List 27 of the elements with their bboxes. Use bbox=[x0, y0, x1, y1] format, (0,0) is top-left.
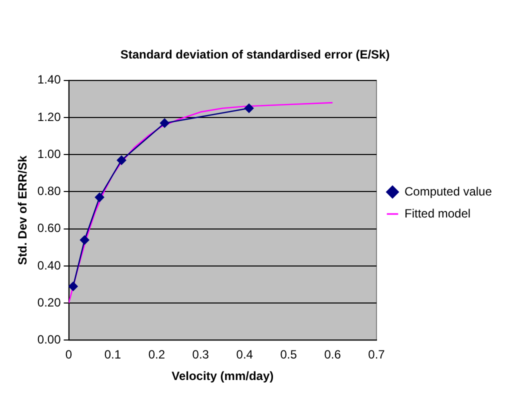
x-tick-label: 0.7 bbox=[368, 348, 386, 362]
y-tick-label: 0.00 bbox=[37, 332, 62, 347]
x-tick-label: 0.3 bbox=[192, 348, 210, 362]
point bbox=[68, 282, 78, 292]
y-tick-label: 0.80 bbox=[37, 184, 62, 198]
y-tick-label: 0.20 bbox=[37, 295, 62, 310]
y-axis-title: Std. Dev of ERR/Sk bbox=[16, 155, 30, 265]
point bbox=[160, 118, 170, 128]
x-tick-label: 0.5 bbox=[280, 348, 298, 362]
chart-title: Standard deviation of standardised error (E/Sk) bbox=[120, 48, 390, 62]
y-tick-label: 1.40 bbox=[37, 72, 62, 87]
y-tick-label: 0.40 bbox=[37, 258, 62, 272]
y-tick-label: 1.00 bbox=[37, 146, 62, 161]
x-axis-title: Velocity (mm/day) bbox=[172, 369, 274, 384]
x-tick-label: 0.4 bbox=[236, 348, 254, 362]
legend-label: Computed value bbox=[404, 184, 492, 198]
point bbox=[94, 192, 104, 202]
point bbox=[244, 104, 254, 113]
x-tick-label: 0.6 bbox=[324, 348, 342, 362]
x-tick-label: 0.2 bbox=[148, 348, 166, 362]
y-tick-label: 0.60 bbox=[37, 221, 62, 236]
point bbox=[80, 235, 90, 245]
y-tick-label: 1.20 bbox=[37, 110, 62, 124]
x-tick-label: 0 bbox=[65, 348, 72, 362]
legend-label: Fitted model bbox=[404, 206, 471, 220]
point bbox=[116, 156, 126, 165]
x-tick-label: 0.1 bbox=[104, 348, 122, 362]
